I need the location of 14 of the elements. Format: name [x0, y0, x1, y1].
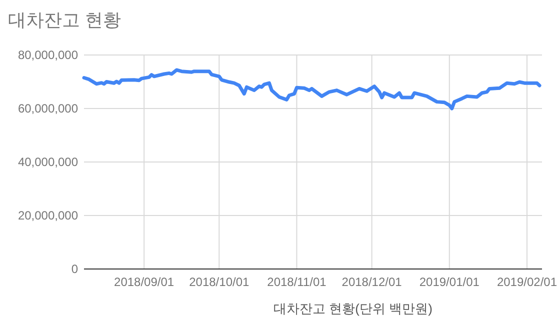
- x-tick-label: 2018/09/01: [114, 275, 174, 289]
- chart-title: 대차잔고 현황: [8, 10, 122, 30]
- x-tick-label: 2018/10/01: [189, 275, 250, 289]
- y-tick-label: 20,000,000: [18, 208, 78, 222]
- y-tick-label: 40,000,000: [18, 155, 78, 169]
- x-tick-label: 2018/12/01: [342, 275, 402, 289]
- y-tick-label: 80,000,000: [18, 48, 78, 62]
- y-tick-label: 0: [71, 262, 78, 276]
- x-tick-label: 2019/02/01: [496, 275, 557, 289]
- y-tick-label: 60,000,000: [18, 102, 78, 116]
- x-axis-title: 대차잔고 현황(단위 백만원): [274, 301, 432, 316]
- x-tick-label: 2018/11/01: [267, 275, 327, 289]
- line-series: [82, 68, 542, 110]
- x-tick-label: 2019/01/01: [419, 275, 480, 289]
